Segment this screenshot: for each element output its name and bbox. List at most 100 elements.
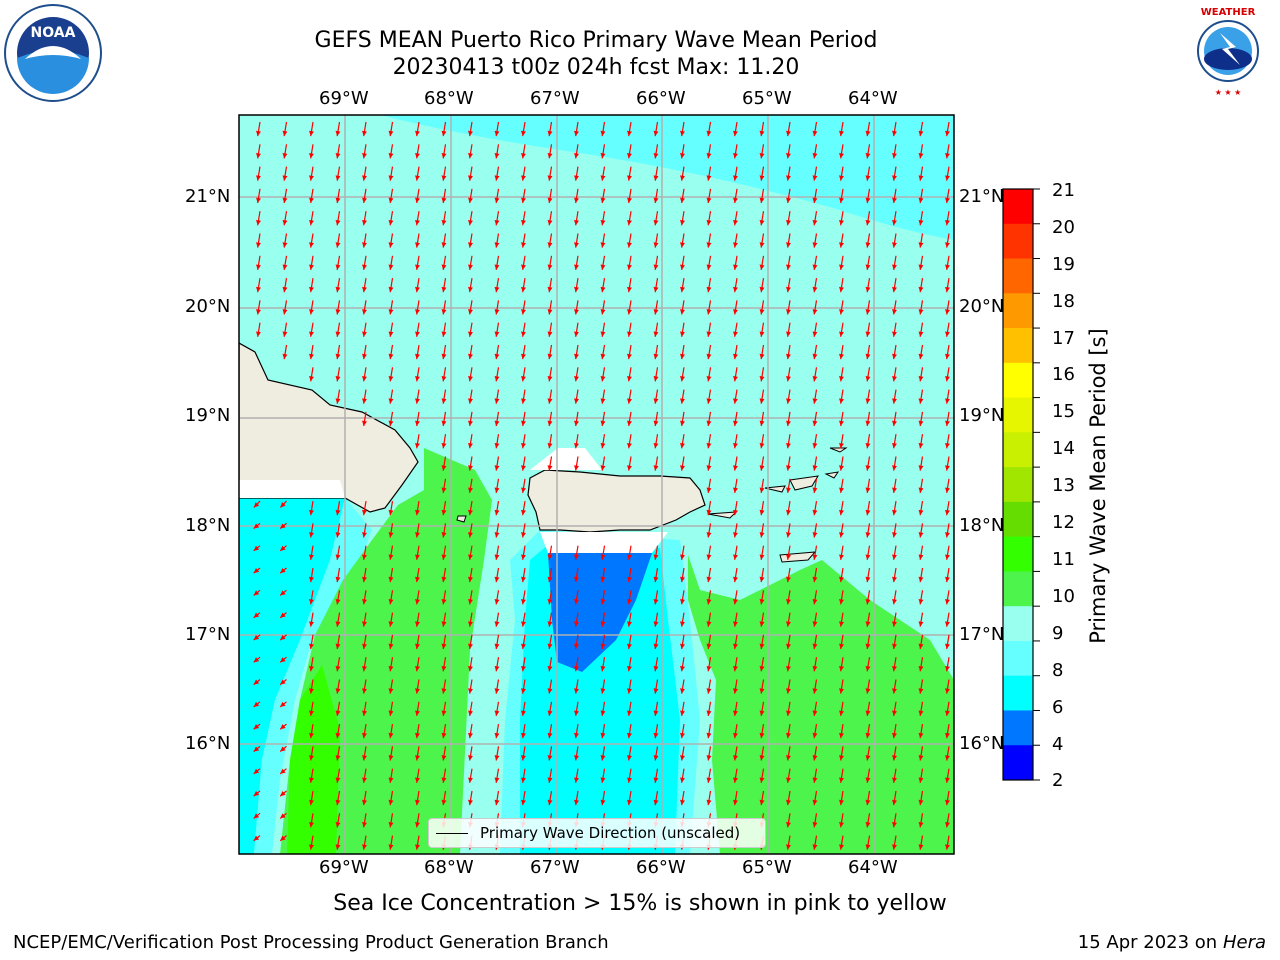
wave-direction-arrow xyxy=(706,233,712,248)
wave-direction-arrow xyxy=(865,456,871,471)
colorbar-tick-11: 11 xyxy=(1052,549,1075,570)
wave-direction-arrow xyxy=(335,233,341,248)
wave-direction-arrow xyxy=(865,813,871,828)
wave-direction-arrow xyxy=(945,790,950,806)
wave-direction-arrow xyxy=(547,456,553,471)
wave-direction-arrow xyxy=(839,835,844,850)
wave-direction-arrow xyxy=(335,389,341,404)
wave-direction-arrow xyxy=(759,456,765,471)
wave-direction-arrow xyxy=(680,211,685,226)
lon-label-top-65w: 65°W xyxy=(742,88,792,109)
wave-direction-arrow xyxy=(335,567,341,583)
wave-direction-arrow xyxy=(362,523,367,538)
wave-direction-arrow xyxy=(415,367,420,382)
wave-direction-arrow xyxy=(812,188,818,204)
wave-direction-arrow xyxy=(759,746,765,761)
wave-direction-arrow xyxy=(574,590,579,605)
wave-direction-arrow xyxy=(415,389,420,404)
wave-direction-arrow xyxy=(279,723,287,730)
wave-direction-arrow xyxy=(627,188,632,204)
wave-direction-arrow xyxy=(309,835,314,850)
wave-direction-arrow xyxy=(786,590,791,605)
wave-direction-arrow xyxy=(812,835,818,850)
lat-label-left-19n: 19°N xyxy=(185,405,231,426)
wave-direction-arrow xyxy=(415,411,420,427)
wave-direction-arrow xyxy=(256,278,261,293)
wave-direction-arrow xyxy=(600,278,606,293)
wave-direction-arrow xyxy=(653,657,659,672)
wave-direction-arrow xyxy=(812,634,818,650)
wave-direction-arrow xyxy=(388,411,394,427)
wave-direction-arrow xyxy=(759,389,765,404)
wave-direction-arrow xyxy=(680,590,685,605)
wave-direction-arrow xyxy=(786,121,791,137)
wave-direction-arrow xyxy=(733,300,738,315)
wave-direction-arrow xyxy=(706,657,712,672)
wave-direction-arrow xyxy=(812,590,818,605)
wave-direction-arrow xyxy=(468,121,473,137)
wave-direction-arrow xyxy=(945,545,950,560)
wave-direction-arrow xyxy=(547,701,553,716)
wave-direction-arrow xyxy=(468,211,473,226)
wave-direction-arrow xyxy=(945,456,950,471)
lon-label-bottom-69w: 69°W xyxy=(319,857,369,878)
wave-direction-arrow xyxy=(279,634,287,641)
puerto-rico-buffer-south xyxy=(540,532,668,553)
wave-direction-arrow xyxy=(388,188,394,204)
puerto-rico-buffer xyxy=(530,448,602,470)
wave-direction-arrow xyxy=(839,344,844,360)
wave-direction-arrow xyxy=(253,589,261,596)
colorbar-tick-17: 17 xyxy=(1052,328,1075,349)
wave-direction-arrow xyxy=(600,300,606,315)
wave-direction-arrow xyxy=(468,278,473,293)
wave-direction-arrow xyxy=(309,790,314,806)
wave-direction-arrow xyxy=(627,590,632,605)
wave-direction-arrow xyxy=(335,300,341,315)
wave-direction-arrow xyxy=(256,121,261,137)
wave-direction-arrow xyxy=(494,434,500,449)
wave-direction-arrow xyxy=(680,724,685,739)
wave-direction-arrow xyxy=(945,322,950,337)
wave-direction-arrow xyxy=(733,166,738,181)
wave-direction-arrow xyxy=(812,434,818,449)
wave-direction-arrow xyxy=(362,701,367,716)
wave-direction-arrow xyxy=(600,657,606,672)
wave-direction-arrow xyxy=(733,411,738,427)
wave-direction-arrow xyxy=(468,590,473,605)
wave-direction-arrow xyxy=(441,456,447,471)
wave-direction-arrow xyxy=(892,835,897,850)
wave-direction-arrow xyxy=(600,456,606,471)
wave-direction-arrow xyxy=(733,255,738,270)
wave-direction-arrow xyxy=(786,567,791,583)
wave-direction-arrow xyxy=(653,790,659,806)
wave-direction-arrow xyxy=(918,478,924,493)
wave-direction-arrow xyxy=(256,144,261,159)
wave-direction-arrow xyxy=(388,121,394,137)
lon-label-bottom-66w: 66°W xyxy=(636,857,686,878)
wave-direction-arrow xyxy=(733,701,738,716)
wave-direction-arrow xyxy=(839,278,844,293)
wave-direction-arrow xyxy=(786,456,791,471)
wave-direction-arrow xyxy=(945,612,950,627)
map-gridlines xyxy=(239,115,954,854)
wave-direction-arrow xyxy=(388,166,394,181)
wave-direction-arrow xyxy=(600,567,606,583)
wave-direction-arrow xyxy=(865,188,871,204)
wave-direction-arrow xyxy=(865,501,871,516)
wave-direction-arrow xyxy=(918,188,924,204)
wave-direction-arrow xyxy=(494,590,500,605)
wave-direction-arrow xyxy=(680,367,685,382)
wave-direction-arrow xyxy=(494,545,500,560)
wave-direction-arrow xyxy=(279,768,287,775)
wave-direction-arrow xyxy=(441,679,447,694)
wave-direction-arrow xyxy=(627,278,632,293)
wave-direction-arrow xyxy=(945,501,950,516)
wave-direction-arrow xyxy=(680,300,685,315)
wave-direction-arrow xyxy=(494,144,500,159)
wave-direction-arrow xyxy=(494,768,500,783)
svg-text:WEATHER: WEATHER xyxy=(1201,7,1256,18)
wave-direction-arrow xyxy=(812,411,818,427)
wave-direction-arrow xyxy=(759,567,765,583)
colorbar-frame xyxy=(1002,188,1034,781)
wave-direction-arrow xyxy=(494,790,500,806)
